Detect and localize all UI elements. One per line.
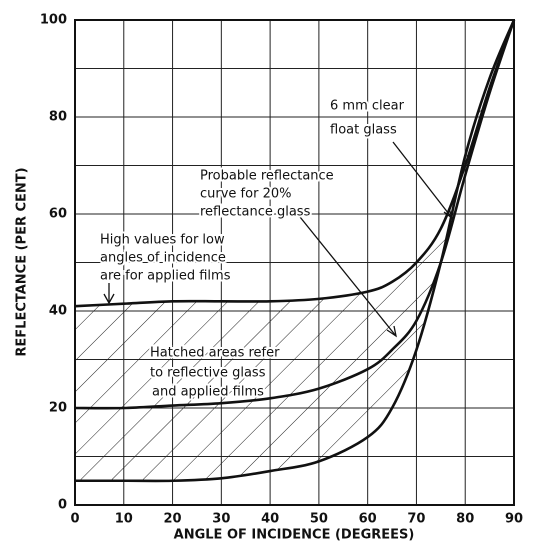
- annotation: 6 mm clear: [330, 99, 405, 114]
- x-tick-label: 90: [505, 512, 523, 527]
- annotation: and applied films: [152, 385, 264, 400]
- x-tick-label: 80: [456, 512, 474, 527]
- arrow: [392, 141, 453, 219]
- hatched-area: [75, 20, 514, 481]
- annotation: are for applied films: [100, 269, 231, 284]
- series-line: [74, 19, 516, 483]
- annotation: curve for 20%: [200, 187, 291, 202]
- arrows: [103, 141, 454, 338]
- annotation: reflectance glass: [200, 205, 311, 220]
- x-tick-label: 40: [261, 512, 279, 527]
- arrow-head: [443, 207, 454, 220]
- plot-frame: [74, 19, 515, 506]
- x-tick-label: 0: [70, 512, 79, 527]
- annotation: angles of incidence: [100, 251, 226, 266]
- x-tick-label: 70: [407, 512, 425, 527]
- y-axis-label: REFLECTANCE (PER CENT): [15, 167, 30, 356]
- arrow: [299, 216, 397, 337]
- x-tick-label: 10: [115, 512, 133, 527]
- y-tick-label: 100: [40, 13, 67, 28]
- y-tick-label: 80: [49, 110, 67, 125]
- annotation: High values for low: [100, 233, 225, 248]
- annotation: Probable reflectance: [200, 169, 334, 184]
- y-tick-label: 40: [49, 304, 67, 319]
- x-tick-label: 50: [310, 512, 328, 527]
- annotation: float glass: [330, 123, 397, 138]
- y-tick-label: 60: [49, 207, 67, 222]
- x-axis-label: ANGLE OF INCIDENCE (DEGREES): [174, 528, 415, 543]
- series-line: [74, 19, 516, 308]
- annotation: Hatched areas refer: [150, 346, 280, 361]
- x-tick-label: 60: [359, 512, 377, 527]
- x-tick-label: 30: [212, 512, 230, 527]
- series-line: [74, 19, 516, 410]
- x-tick-label: 20: [164, 512, 182, 527]
- arrow-head: [386, 325, 397, 338]
- annotation: to reflective glass: [150, 366, 266, 381]
- y-tick-label: 0: [58, 498, 67, 513]
- y-tick-label: 20: [49, 401, 67, 416]
- arrow-head: [103, 293, 115, 305]
- plot: [74, 19, 516, 483]
